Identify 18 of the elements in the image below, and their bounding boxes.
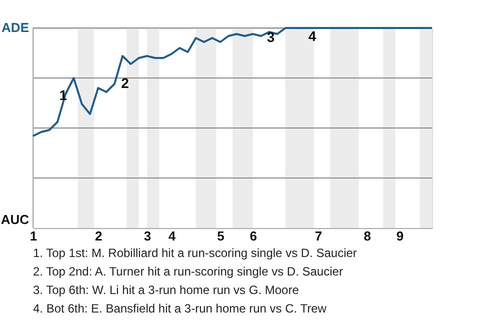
text: 3. Top 6th: W. Li hit a 3-run home run vs G. Moore — [33, 283, 300, 297]
text: 1. Top 1st: M. Robilliard hit a run-scoring single vs D. Saucier — [33, 246, 357, 260]
annotation: 3 — [266, 29, 275, 45]
x-tick-label: 9 — [396, 228, 404, 244]
x-tick-label: 4 — [168, 228, 176, 244]
x-tick-label: 6 — [250, 228, 257, 244]
x-tick-label: 1 — [30, 228, 38, 244]
text: ADE — [2, 20, 30, 35]
x-tick-label: 7 — [314, 228, 322, 244]
text: 4. Bot 6th: E. Bansfield hit a 3-run home run vs C. Trew — [33, 302, 327, 316]
text: 2. Top 2nd: A. Turner hit a run-scoring single vs D. Saucier — [33, 264, 343, 278]
x-tick-label: 8 — [364, 228, 371, 244]
annotation: 4 — [308, 28, 316, 44]
text: AUC — [0, 212, 30, 227]
annotation: 2 — [121, 75, 130, 91]
x-tick-label: 3 — [144, 228, 152, 244]
x-tick-label: 2 — [95, 228, 102, 244]
x-tick-label: 5 — [217, 228, 224, 244]
